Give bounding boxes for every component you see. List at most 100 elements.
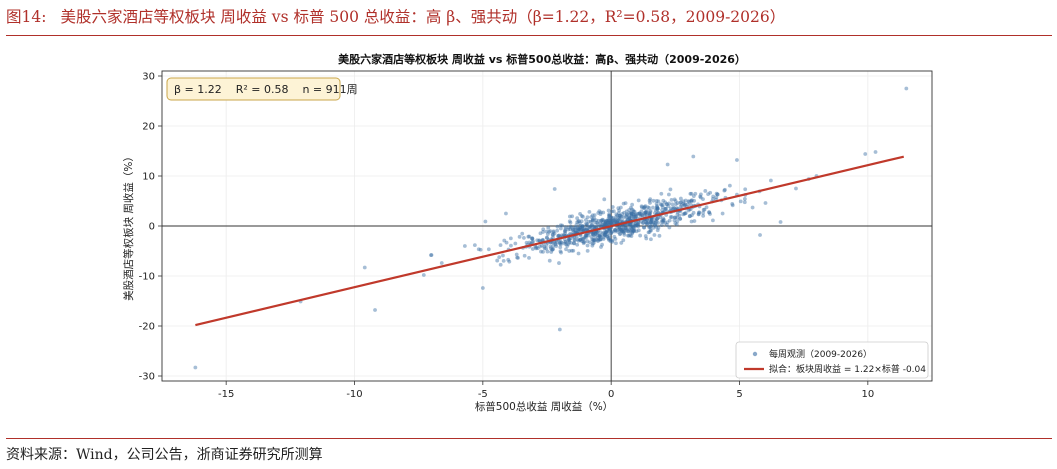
scatter-point bbox=[706, 192, 711, 197]
scatter-point bbox=[660, 218, 665, 223]
scatter-point bbox=[548, 229, 553, 233]
scatter-point bbox=[580, 225, 584, 230]
scatter-point bbox=[573, 228, 578, 233]
scatter-point bbox=[497, 255, 502, 260]
scatter-point bbox=[648, 209, 653, 213]
scatter-point bbox=[636, 222, 640, 227]
scatter-point bbox=[628, 229, 633, 234]
scatter-point bbox=[530, 247, 535, 251]
scatter-point bbox=[606, 208, 611, 213]
scatter-point bbox=[527, 255, 531, 260]
scatter-point bbox=[603, 219, 608, 224]
scatter-point bbox=[562, 241, 567, 246]
scatter-point bbox=[644, 213, 649, 217]
scatter-point bbox=[613, 229, 617, 234]
scatter-point bbox=[607, 213, 611, 218]
scatter-point bbox=[563, 225, 568, 230]
scatter-point bbox=[603, 233, 608, 238]
scatter-point bbox=[637, 211, 641, 216]
scatter-point bbox=[537, 238, 541, 243]
scatter-point bbox=[666, 192, 671, 197]
scatter-point bbox=[588, 219, 593, 224]
scatter-point bbox=[617, 217, 622, 222]
scatter-point bbox=[608, 221, 613, 225]
scatter-point bbox=[502, 238, 507, 243]
scatter-point bbox=[569, 248, 574, 253]
scatter-point bbox=[677, 213, 682, 218]
scatter-point bbox=[689, 191, 694, 196]
scatter-point bbox=[655, 205, 659, 210]
scatter-point bbox=[611, 218, 616, 223]
scatter-point bbox=[663, 206, 668, 211]
scatter-point bbox=[653, 211, 657, 216]
scatter-point bbox=[674, 222, 679, 227]
scatter-point bbox=[640, 213, 645, 218]
scatter-point bbox=[582, 228, 587, 233]
scatter-point bbox=[540, 237, 545, 242]
scatter-point bbox=[557, 241, 562, 246]
scatter-point bbox=[714, 195, 719, 200]
scatter-point bbox=[715, 192, 720, 197]
scatter-point bbox=[626, 229, 631, 234]
scatter-point bbox=[559, 250, 563, 255]
y-tick-label: -10 bbox=[139, 272, 155, 283]
scatter-point bbox=[659, 203, 664, 207]
scatter-point bbox=[577, 221, 582, 226]
scatter-point bbox=[550, 247, 554, 252]
scatter-point bbox=[602, 232, 607, 237]
scatter-point bbox=[514, 252, 519, 257]
scatter-point bbox=[578, 225, 583, 230]
scatter-point bbox=[623, 226, 628, 230]
scatter-point bbox=[590, 243, 595, 248]
scatter-point bbox=[673, 221, 678, 226]
fit-line-group bbox=[195, 155, 905, 327]
scatter-point bbox=[596, 236, 600, 240]
scatter-point bbox=[614, 212, 619, 217]
scatter-point bbox=[650, 222, 655, 226]
scatter-point bbox=[603, 220, 608, 225]
scatter-point bbox=[590, 213, 595, 218]
scatter-point bbox=[544, 235, 549, 240]
scatter-point bbox=[691, 210, 696, 215]
scatter-point bbox=[589, 215, 594, 219]
scatter-point bbox=[580, 224, 585, 229]
scatter-point bbox=[597, 234, 602, 239]
scatter-point bbox=[647, 198, 652, 203]
scatter-point bbox=[584, 226, 589, 231]
scatter-point bbox=[608, 218, 613, 223]
scatter-point bbox=[604, 222, 608, 226]
x-tick-label: -5 bbox=[478, 389, 488, 400]
scatter-point bbox=[668, 215, 673, 219]
scatter-point bbox=[480, 286, 485, 290]
scatter-point bbox=[579, 239, 584, 244]
scatter-point bbox=[585, 248, 590, 253]
scatter-point bbox=[653, 222, 658, 227]
scatter-point bbox=[567, 237, 572, 242]
scatter-point bbox=[691, 154, 696, 159]
scatter-point bbox=[655, 228, 660, 233]
scatter-point bbox=[606, 236, 611, 241]
scatter-point bbox=[579, 226, 583, 231]
scatter-point bbox=[617, 208, 622, 213]
scatter-point bbox=[598, 212, 603, 216]
scatter-point bbox=[656, 199, 661, 204]
scatter-point bbox=[541, 230, 545, 234]
scatter-point bbox=[522, 235, 526, 240]
scatter-point bbox=[609, 220, 614, 225]
scatter-point bbox=[730, 203, 735, 208]
scatter-point bbox=[530, 236, 535, 241]
scatter-point bbox=[647, 211, 652, 216]
scatter-point bbox=[620, 218, 625, 223]
scatter-point bbox=[598, 237, 603, 242]
scatter-point bbox=[551, 243, 556, 248]
scatter-point bbox=[509, 243, 513, 248]
scatter-point bbox=[604, 230, 609, 234]
scatter-point bbox=[618, 216, 622, 221]
scatter-point bbox=[592, 238, 597, 243]
scatter-point bbox=[607, 220, 612, 225]
scatter-point bbox=[593, 231, 598, 236]
scatter-point bbox=[624, 214, 629, 218]
scatter-point bbox=[501, 258, 506, 263]
scatter-point bbox=[619, 228, 624, 232]
scatter-point bbox=[564, 247, 568, 252]
